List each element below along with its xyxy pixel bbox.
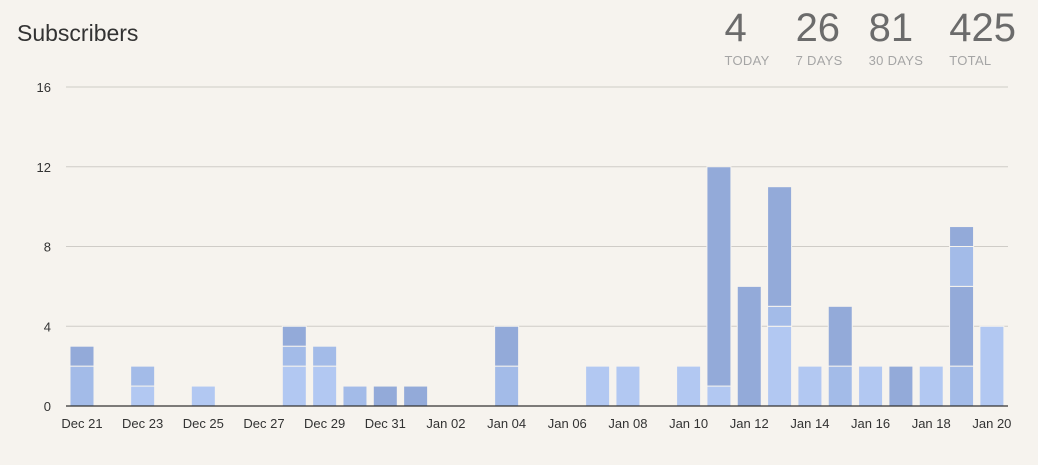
bar-segment: [130, 385, 156, 407]
y-tick-label: 4: [44, 319, 51, 334]
x-tick-label: Jan 06: [548, 416, 587, 431]
bar-segment: [585, 365, 611, 407]
stat-label: 7 DAYS: [795, 53, 843, 68]
x-tick-label: Jan 18: [912, 416, 951, 431]
stat-label: TODAY: [724, 53, 770, 68]
bar-segment: [918, 365, 944, 407]
bar-segment: [827, 365, 853, 407]
bar-segment: [736, 285, 762, 407]
bar-segment: [312, 365, 338, 407]
bar-segment: [69, 345, 95, 367]
bar-segment: [858, 365, 884, 407]
y-tick-label: 8: [44, 240, 51, 255]
x-tick-label: Jan 12: [730, 416, 769, 431]
bar-segment: [949, 285, 975, 367]
x-tick-label: Jan 20: [972, 416, 1011, 431]
chart-title: Subscribers: [17, 20, 139, 46]
x-tick-label: Dec 23: [122, 416, 163, 431]
x-tick-label: Dec 31: [365, 416, 406, 431]
bar-segment: [342, 385, 368, 407]
stat-value: 425: [949, 6, 1016, 50]
stat-today: 4 TODAY: [724, 6, 769, 68]
x-tick-label: Dec 29: [304, 416, 345, 431]
bar-segment: [949, 246, 975, 287]
bar-segment: [888, 365, 914, 407]
bar-segment: [312, 345, 338, 367]
bar-segment: [979, 325, 1005, 407]
bar-segment: [706, 166, 732, 387]
x-tick-label: Jan 04: [487, 416, 526, 431]
bar-segment: [615, 365, 641, 407]
bar-segment: [494, 325, 520, 367]
bar-segment: [190, 385, 216, 407]
bar-segment: [281, 365, 307, 407]
stat-30-days: 81 30 DAYS: [869, 6, 924, 68]
x-tick-label: Jan 10: [669, 416, 708, 431]
bar-segment: [372, 385, 398, 407]
bar-segment: [949, 365, 975, 407]
bar-segment: [767, 305, 793, 327]
stat-label: 30 DAYS: [868, 53, 924, 68]
x-tick-label: Jan 08: [608, 416, 647, 431]
bar-segment: [281, 325, 307, 347]
bar-segment: [767, 186, 793, 307]
bar-segment: [69, 365, 95, 407]
x-tick-label: Jan 14: [790, 416, 829, 431]
bar-segment: [949, 226, 975, 247]
x-tick-label: Dec 27: [243, 416, 284, 431]
x-tick-label: Dec 25: [183, 416, 224, 431]
stat-value: 4: [724, 6, 747, 50]
x-tick-label: Dec 21: [61, 416, 102, 431]
bar-segment: [797, 365, 823, 407]
bar-segment: [281, 345, 307, 367]
bar-segment: [767, 325, 793, 407]
y-tick-label: 0: [44, 399, 51, 414]
stats-summary: 4 TODAY 26 7 DAYS 81 30 DAYS 425 TOTAL: [698, 6, 1016, 68]
stat-label: TOTAL: [949, 53, 992, 68]
bar-segment: [130, 365, 156, 387]
bar-segment: [403, 385, 429, 407]
stat-value: 81: [868, 6, 914, 50]
bar-segment: [827, 305, 853, 367]
stat-7-days: 26 7 DAYS: [796, 6, 843, 68]
x-tick-label: Jan 02: [426, 416, 465, 431]
bar-segment: [706, 385, 732, 407]
bar-segment: [494, 365, 520, 407]
stat-total: 425 TOTAL: [949, 6, 1016, 68]
x-tick-label: Jan 16: [851, 416, 890, 431]
y-tick-label: 12: [37, 160, 51, 175]
y-tick-label: 16: [37, 80, 51, 95]
stat-value: 26: [795, 6, 841, 50]
bar-segment: [676, 365, 702, 407]
